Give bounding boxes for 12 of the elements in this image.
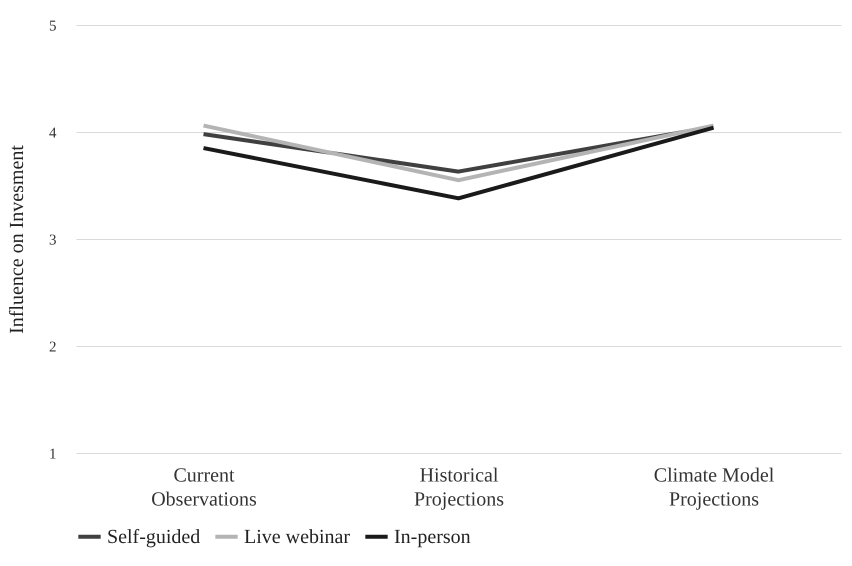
x-tick-label: Climate Model Projections [654,464,775,510]
y-tick-label: 1 [49,446,56,462]
y-axis-title: Influence on Invesment [6,144,28,334]
y-tick-label: 5 [49,18,56,34]
y-tick-label: 3 [49,232,56,248]
x-tick-label: Current Observations [151,464,257,510]
legend-label: In-person [394,526,471,548]
y-tick-label: 4 [49,126,57,142]
y-tick-label: 2 [49,340,56,356]
x-tick-label: Historical Projections [414,464,504,510]
legend-label: Live webinar [244,526,350,548]
legend-label: Self-guided [107,526,200,548]
